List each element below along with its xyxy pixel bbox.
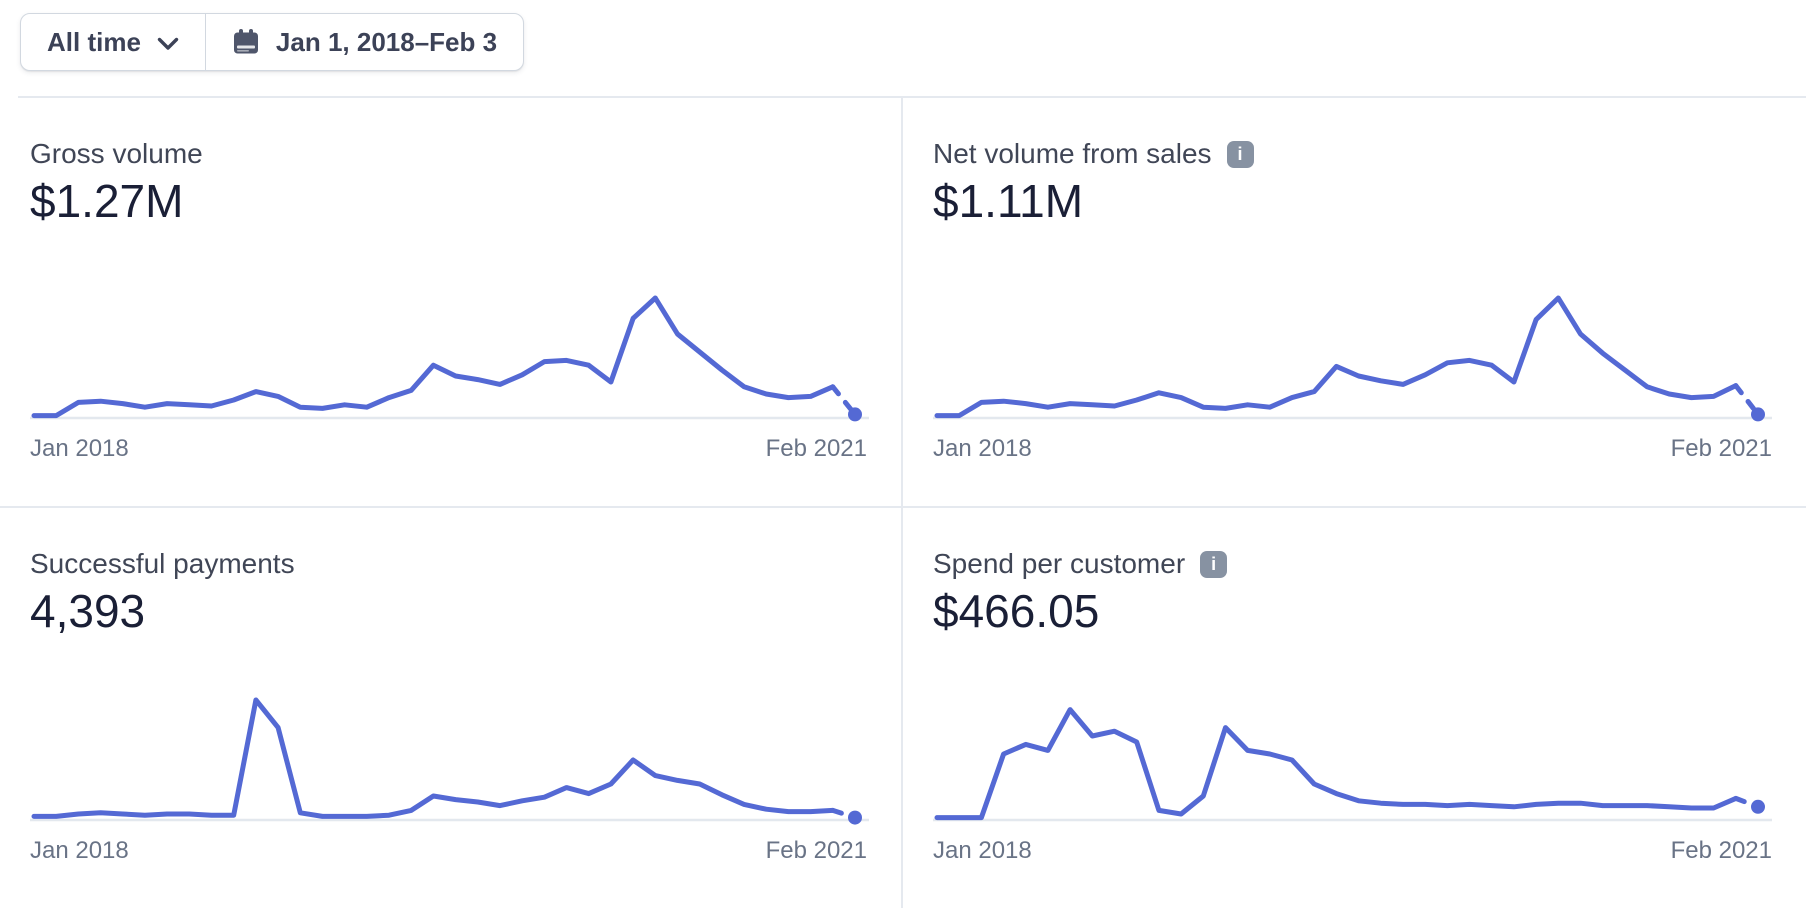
info-icon[interactable]: i: [1200, 550, 1228, 578]
axis-label-end: Feb 2021: [1670, 837, 1772, 864]
card-title: Net volume from sales: [933, 138, 1212, 169]
metrics-grid: Gross volume $1.27M Jan 2018 Feb 2021 Ne…: [0, 98, 1806, 908]
metric-card-gross-volume: Gross volume $1.27M Jan 2018 Feb 2021: [0, 98, 903, 508]
card-value: 4,393: [30, 585, 146, 637]
card-title: Gross volume: [30, 138, 203, 169]
metric-card-net-volume: Net volume from sales i $1.11M Jan 2018 …: [903, 98, 1806, 508]
date-range-button[interactable]: Jan 1, 2018–Feb 3: [204, 14, 523, 70]
axis-label-end: Feb 2021: [765, 435, 867, 462]
axis-label-start: Jan 2018: [933, 837, 1032, 864]
metric-card-spend-per-customer: Spend per customer i $466.05 Jan 2018 Fe…: [903, 508, 1806, 908]
date-range-preset-label: All time: [47, 26, 141, 57]
axis-label-end: Feb 2021: [1670, 435, 1772, 462]
date-range-preset-button[interactable]: All time: [21, 14, 205, 70]
card-value: $1.27M: [30, 175, 184, 227]
axis-label-end: Feb 2021: [765, 837, 867, 864]
card-value: $1.11M: [933, 175, 1084, 227]
line-chart[interactable]: [30, 690, 869, 830]
axis-label-start: Jan 2018: [30, 435, 129, 462]
chevron-down-icon: [157, 37, 179, 50]
metric-card-successful-payments: Successful payments 4,393 Jan 2018 Feb 2…: [0, 508, 903, 908]
card-title: Successful payments: [30, 548, 295, 579]
date-range-control: All time Jan 1, 2018–Feb 3: [20, 13, 525, 71]
line-chart[interactable]: [933, 690, 1772, 830]
axis-label-start: Jan 2018: [933, 435, 1032, 462]
line-chart[interactable]: [30, 288, 869, 428]
toolbar: All time Jan 1, 2018–Feb 3: [0, 0, 1806, 98]
line-chart[interactable]: [933, 288, 1772, 428]
card-value: $466.05: [933, 585, 1100, 637]
calendar-icon: [233, 29, 258, 54]
axis-label-start: Jan 2018: [30, 837, 129, 864]
date-range-label: Jan 1, 2018–Feb 3: [275, 26, 498, 57]
info-icon[interactable]: i: [1226, 140, 1254, 168]
card-title: Spend per customer: [933, 548, 1186, 579]
